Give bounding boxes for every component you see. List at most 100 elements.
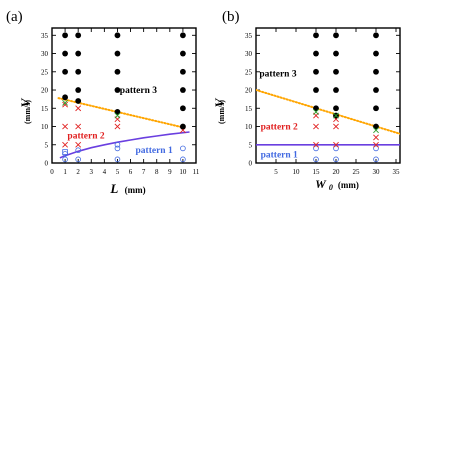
panel-b-ylabel-unit: (mm/s) <box>217 100 226 124</box>
panel-a-xlabel-unit: (mm) <box>125 185 146 195</box>
svg-text:W 0 (mm): W 0 (mm) <box>315 177 359 193</box>
panel-a-point-pattern-1 <box>114 145 121 152</box>
panel-b-point-pattern-1 <box>373 145 379 152</box>
panel-a-point-pattern-2 <box>114 123 121 130</box>
panel-a: (a) V (mm/s) L (mm) 0 1 2 3 4 5 6 7 8 9 10 11 0 5 10 15… <box>6 9 200 196</box>
panel-b-point-cross <box>333 112 339 119</box>
panel-a-point-pattern-3 <box>62 68 68 75</box>
panel-b-annotation-pattern-2: pattern 2 <box>261 123 298 133</box>
panel-b-point-cross <box>373 127 379 134</box>
panel-a-point-pattern-1 <box>114 141 121 148</box>
panel-a-xtick-label: 10 <box>179 168 187 176</box>
panel-b-ytick-label: 35 <box>245 32 253 40</box>
panel-a-annotation-pattern-3: pattern 3 <box>120 86 157 96</box>
panel-a-xtick-label: 8 <box>155 168 159 176</box>
panel-b-ytick-label: 10 <box>245 123 253 131</box>
panel-b-point-pattern-1 <box>313 145 319 152</box>
panel-b-point-pattern-1 <box>333 145 339 152</box>
panel-b-ytick-label: 5 <box>249 141 253 149</box>
panel-a-xtick-label: 6 <box>129 168 133 176</box>
panel-b-ytick-label: 25 <box>245 68 253 76</box>
panel-a-xtick-label: 11 <box>193 168 200 176</box>
panel-a-point-pattern-1 <box>75 147 81 154</box>
panel-a-annotation-pattern-2: pattern 2 <box>67 132 104 142</box>
panel-b-point-pattern-2 <box>333 123 339 130</box>
panel-b-ytick-label: 30 <box>245 50 253 58</box>
panel-a-point-pattern-1 <box>180 156 186 163</box>
panel-a-annotations: pattern 3 pattern 2 pattern 1 <box>67 86 173 156</box>
panel-a-point-pattern-1 <box>75 156 81 163</box>
panel-a-point-cross <box>114 112 121 119</box>
panel-b-xtick-label: 30 <box>373 168 381 176</box>
panel-b-point-pattern-3 <box>313 68 319 75</box>
panel-a-point-pattern-3 <box>75 87 82 93</box>
panel-b-ytick-label: 0 <box>249 160 253 168</box>
panel-b-ytick-label: 20 <box>245 87 253 95</box>
panel-a-point-pattern-2 <box>62 123 69 130</box>
panel-b-point-pattern-3 <box>333 68 339 75</box>
panel-b-xtick-label: 25 <box>353 168 361 176</box>
panel-a-point-pattern-3 <box>180 105 186 112</box>
panel-b-xlabel: W <box>315 177 327 191</box>
panel-a-point-pattern-3 <box>62 32 68 39</box>
panel-b-point-pattern-3 <box>373 50 379 57</box>
panel-a-point-pattern-2 <box>62 141 69 148</box>
panel-a-ytick-label: 15 <box>41 105 49 113</box>
panel-b-point-pattern-2 <box>373 141 379 148</box>
panel-a-point-pattern-1 <box>62 156 68 163</box>
panel-a-xtick-label: 0 <box>50 168 54 176</box>
panel-a-xtick-label: 9 <box>168 168 172 176</box>
panel-a-point-pattern-3 <box>75 50 82 57</box>
panel-a-point-pattern-3 <box>180 68 186 75</box>
panel-a-ytick-label: 5 <box>45 141 49 149</box>
panel-b-xlabel-group: W 0 (mm) <box>315 177 359 193</box>
panel-b-plot-area <box>255 27 401 164</box>
panel-a-point-pattern-3 <box>180 87 186 93</box>
panel-a-point-pattern-3 <box>180 50 186 57</box>
panel-a-ylabel-unit: (mm/s) <box>23 100 32 124</box>
panel-b-label: (b) <box>222 9 240 25</box>
panel-b-ylabel: V <box>212 97 227 107</box>
panel-a-point-square-open <box>62 149 68 155</box>
panel-b-point-pattern-3 <box>313 105 319 112</box>
panel-a-plot-area <box>51 27 197 164</box>
panel-a-annotation-pattern-1: pattern 1 <box>136 146 173 156</box>
panel-a-point-pattern-2 <box>75 105 82 112</box>
panel-a-ylabel: V <box>18 97 33 107</box>
panel-a-ytick-label: 20 <box>41 87 49 95</box>
panel-a-xtick-label: 5 <box>116 168 120 176</box>
panel-b-point-pattern-3 <box>373 68 379 75</box>
panel-b-point-pattern-3 <box>333 32 339 39</box>
panel-a-xtick-label: 4 <box>103 168 107 176</box>
panel-a-point-pattern-3 <box>75 68 82 75</box>
panel-b-point-pattern-3 <box>333 87 339 93</box>
panel-a-point-pattern-3 <box>75 32 82 39</box>
panel-a-ytick-label: 25 <box>41 68 49 76</box>
panel-b-ytick-label: 15 <box>245 105 253 113</box>
panel-a-point-pattern-3 <box>114 109 121 115</box>
panel-b-annotation-pattern-1: pattern 1 <box>261 151 298 161</box>
panel-a-xtick-label: 3 <box>90 168 94 176</box>
panel-b-xtick-label: 5 <box>274 168 278 176</box>
panel-b-point-pattern-1 <box>313 156 319 163</box>
panel-a-xtick-label: 1 <box>63 168 67 176</box>
svg-text:L (mm): L (mm) <box>109 181 145 196</box>
panel-b-point-pattern-2 <box>333 141 339 148</box>
panel-b-point-pattern-3 <box>373 32 379 39</box>
panel-a-label: (a) <box>6 9 23 25</box>
panel-b-point-pattern-3 <box>313 87 319 93</box>
panel-a-ytick-label: 35 <box>41 32 49 40</box>
panel-b: (b) V (mm/s) W 0 (mm) 5 10 15 20 25 30 35 0 5 10 1… <box>212 9 401 193</box>
panel-a-point-pattern-3 <box>114 68 121 75</box>
panel-b-point-pattern-1 <box>333 156 339 163</box>
panel-b-point-pattern-2 <box>373 134 379 141</box>
panel-a-point-pattern-3 <box>62 50 68 57</box>
panel-a-ytick-label: 10 <box>41 123 49 131</box>
panel-a-ytick-label: 30 <box>41 50 49 58</box>
panel-b-annotations: pattern 3 pattern 2 pattern 1 <box>259 70 298 161</box>
panel-b-point-pattern-3 <box>373 123 379 130</box>
panel-a-point-pattern-3 <box>62 94 68 101</box>
panel-b-xtick-label: 35 <box>393 168 401 176</box>
panel-a-xtick-label: 7 <box>142 168 146 176</box>
